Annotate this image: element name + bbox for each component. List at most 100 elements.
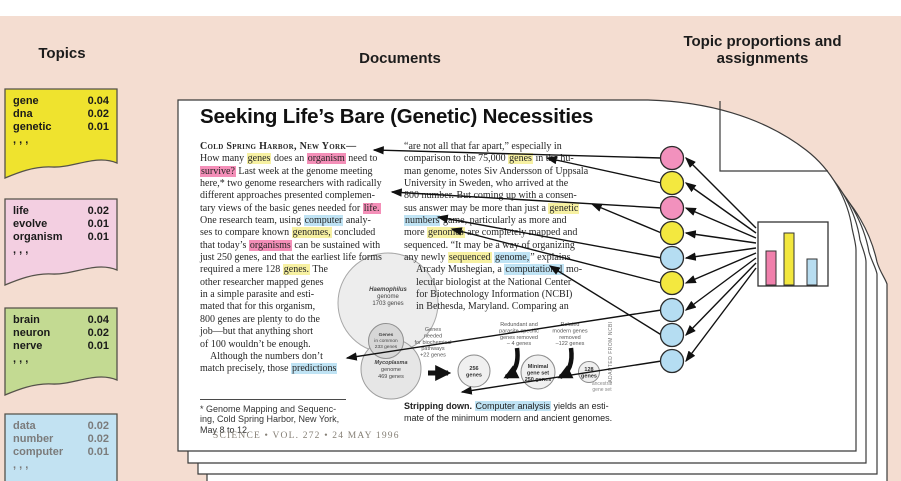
topics-heading: Topics [38, 45, 86, 62]
text-run: here,* two genome researchers with radic… [200, 178, 382, 190]
text-run: mated that for this organism, [200, 301, 316, 313]
text-run: University in Sweden, who arrived at the [404, 178, 569, 190]
pipeline-node-label: genes [466, 373, 482, 379]
text-run: in the hu- [532, 153, 574, 165]
topic-word-row: computer 0.01 [13, 446, 109, 458]
venn-label: genome [377, 294, 399, 300]
topic-probability: 0.04 [87, 314, 109, 326]
venn-label: 1703 genes [372, 301, 403, 307]
highlighted-word-yellow: genomes [427, 227, 465, 239]
pipeline-label: –122 genes [556, 341, 585, 347]
article-line: that today’s organisms can be sustained … [200, 239, 394, 252]
topic-probability: 0.02 [87, 327, 109, 339]
topic-ellipsis: , , , [13, 244, 29, 256]
text-run: Stripping down. [404, 401, 472, 411]
topic-word-row: organism 0.01 [13, 231, 109, 243]
pipeline-node-label: genes [581, 374, 597, 380]
topic-ellipsis: , , , [13, 459, 29, 471]
pipeline-label: pathways [421, 346, 444, 352]
topic-word: number [13, 433, 54, 445]
venn-label: 469 genes [378, 374, 404, 380]
footnote-line: ing, Cold Spring Harbor, New York, [200, 414, 340, 425]
venn-label: genome [381, 367, 401, 373]
text-run: of 100 wouldn’t be enough. [200, 338, 311, 350]
text-run: any newly [404, 252, 448, 264]
article-line: job—but that anything short [200, 326, 394, 338]
topic-card-yellow-topic: gene 0.04 dna 0.02 genetic 0.01 , , , [4, 88, 120, 186]
footnote-line: May 8 to 12. [200, 424, 250, 435]
journal-line: SCIENCE • VOL. 272 • 24 MAY 1996 [213, 431, 400, 441]
topic-word: brain [13, 314, 40, 326]
article-line: here,* two genome researchers with radic… [200, 178, 394, 190]
text-run: game, particularly as more and [440, 215, 567, 227]
topic-probability: 0.01 [87, 446, 109, 458]
topic-probability: 0.01 [87, 218, 109, 230]
text-run: can be sustained with [291, 239, 381, 251]
footnote-line: * Genome Mapping and Sequenc- [200, 404, 337, 414]
text-run: Last week at the genome meeting [235, 165, 373, 177]
pipeline-label: +22 genes [420, 353, 446, 359]
text-run: 800 number. But coming up with a consen- [404, 190, 577, 202]
topic-word-row: number 0.02 [13, 433, 109, 445]
article-line: match precisely, those predictions [200, 363, 394, 375]
highlighted-word-blue: predictions [291, 363, 338, 375]
article-line: of 100 wouldn’t be enough. [200, 339, 394, 351]
text-run: other researcher mapped genes [200, 276, 324, 288]
pipeline-node-label: 256 [469, 366, 478, 372]
highlighted-word-blue: Computer analysis [474, 401, 552, 411]
topic-word: computer [13, 446, 64, 458]
text-run: comparison to the 75,000 [404, 153, 509, 165]
text-run: mate of the minimum modern and ancient g… [404, 412, 613, 423]
text-run: just 250 genes, and that the earliest li… [200, 252, 382, 264]
text-run: that today’s [200, 239, 249, 251]
text-run: “are not all that far apart,” especially… [404, 141, 562, 152]
topic-probability: 0.01 [87, 121, 109, 133]
pipeline-label: removed [559, 335, 580, 341]
text-run: required a mere 128 [200, 264, 283, 276]
topic-word-row: life 0.02 [13, 205, 109, 217]
topic-word: dna [13, 108, 33, 120]
venn-label: Haemophilus [369, 287, 407, 293]
article-line: ses to compare known genomes, concluded [200, 227, 394, 239]
topic-word-row: genetic 0.01 [13, 121, 109, 133]
pipeline-label: needed [424, 333, 442, 339]
text-run: lecular biologist at the National Center [416, 276, 572, 288]
topic-word: genetic [13, 121, 52, 133]
text-run: job—but that anything short [200, 326, 314, 338]
topic-word: gene [13, 95, 39, 107]
article-line: 800 number. But coming up with a consen- [404, 190, 606, 202]
topic-card-shape [4, 198, 118, 286]
pipeline-node-label: 128 [584, 367, 593, 373]
article-column-1: Cold Spring Harbor, New York— How many ge… [200, 141, 394, 376]
highlighted-word-yellow: genomes, [291, 227, 332, 239]
topic-probability: 0.02 [87, 205, 109, 217]
text-run: How many [200, 153, 247, 165]
text-run: in Bethesda, Maryland. Comparing an [416, 301, 569, 313]
text-run: ” explains [530, 252, 571, 264]
ancestral-gene-set-label: gene set [592, 387, 612, 393]
text-run: Although the numbers don’t [210, 350, 323, 362]
pipeline-node-label: 250 genes [525, 377, 552, 383]
article-footnote: * Genome Mapping and Sequenc-ing, Cold S… [200, 404, 339, 435]
text-run: Cold Spring Harbor, New York— [200, 141, 357, 152]
article-line: for Biotechnology Information (NCBI) [416, 289, 606, 301]
article-line: other researcher mapped genes [200, 277, 394, 289]
proportions-heading-line2: assignments [716, 50, 809, 67]
topic-probability: 0.04 [87, 95, 109, 107]
highlighted-word-yellow: genes. [282, 264, 311, 276]
highlighted-word-pink: organism [306, 153, 346, 165]
text-run: sus answer may be more than just a [404, 202, 549, 214]
article-line: different approaches presented complemen… [200, 190, 394, 202]
article-line: more genomes are completely mapped and [404, 227, 606, 239]
article-line: Although the numbers don’t [210, 351, 394, 363]
text-run: for Biotechnology Information (NCBI) [416, 289, 573, 301]
topic-probability: 0.02 [87, 108, 109, 120]
article-line: lecular biologist at the National Center [416, 277, 606, 289]
article-line: tary views of the basic genes needed for… [200, 202, 394, 215]
highlighted-word-yellow: genetic [548, 202, 580, 214]
highlighted-word-pink: life. [362, 202, 381, 214]
article-line: One research team, using computer analy- [200, 215, 394, 227]
pipeline-node-label: Minimal [528, 364, 549, 370]
text-run: mo- [563, 264, 583, 276]
topic-word-row: data 0.02 [13, 420, 109, 432]
